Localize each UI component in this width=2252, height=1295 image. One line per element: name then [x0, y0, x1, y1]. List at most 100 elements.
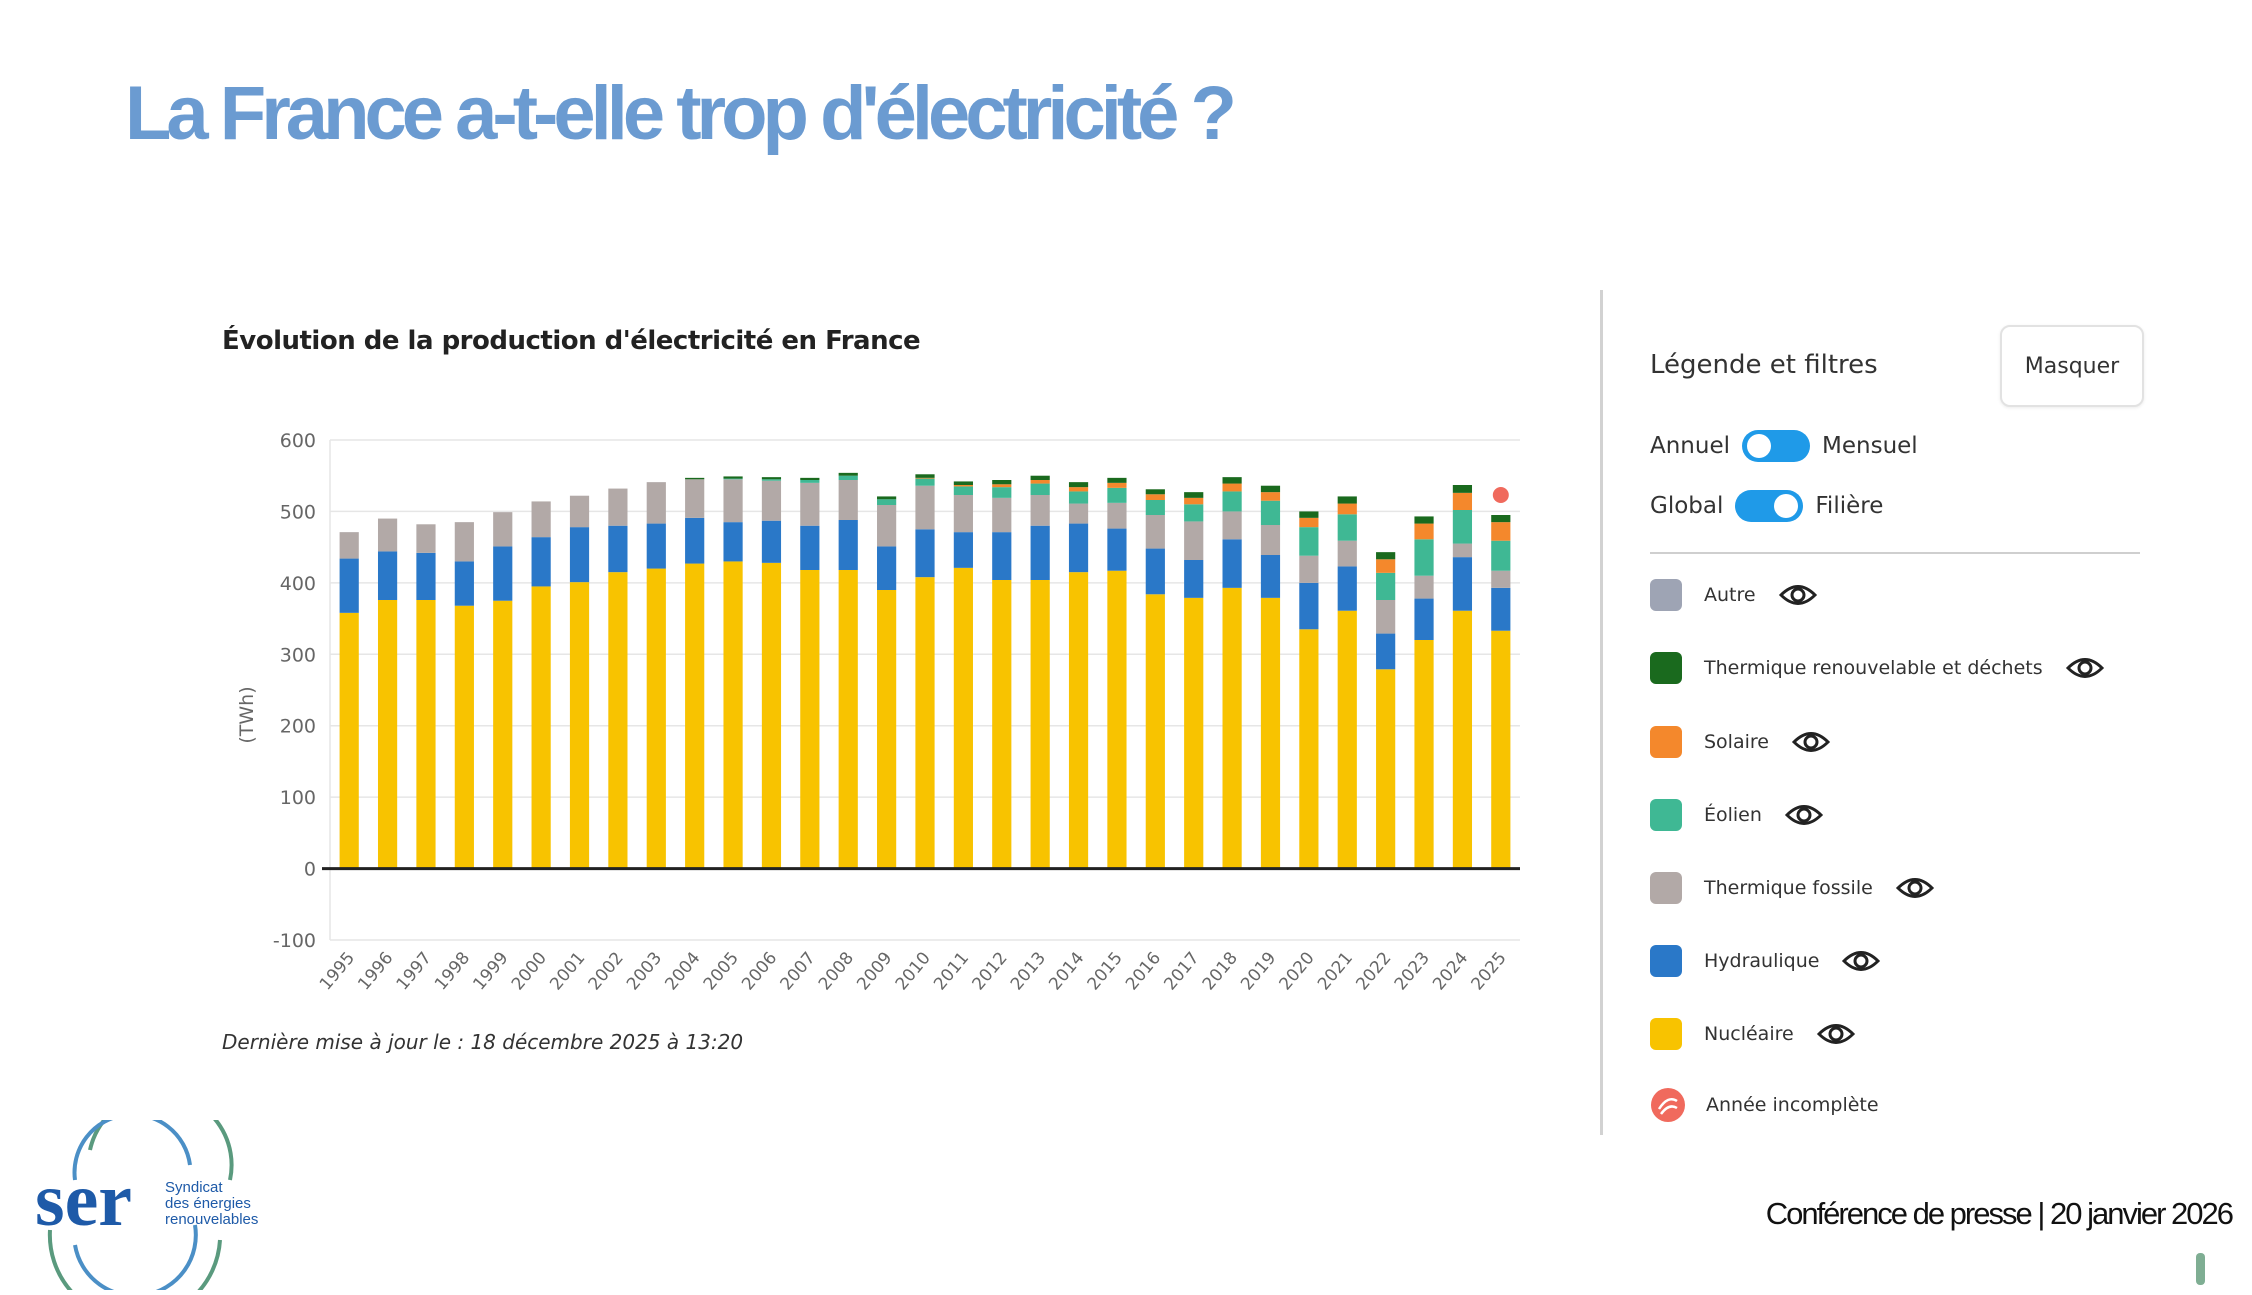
bar-segment[interactable]: [915, 485, 935, 530]
bar-segment[interactable]: [1068, 491, 1089, 504]
bar-segment[interactable]: [953, 495, 973, 533]
bar-segment[interactable]: [1491, 587, 1511, 631]
bar-segment[interactable]: [1491, 570, 1511, 588]
bar-segment[interactable]: [608, 525, 628, 573]
bar-segment[interactable]: [992, 580, 1012, 869]
mask-button[interactable]: Masquer: [2000, 325, 2144, 407]
bar-segment[interactable]: [531, 537, 551, 587]
bar-segment[interactable]: [915, 474, 935, 478]
bar-segment[interactable]: [1260, 485, 1281, 493]
bar-segment[interactable]: [723, 522, 743, 562]
bar-segment[interactable]: [761, 520, 782, 563]
bar-segment[interactable]: [569, 495, 590, 528]
bar-segment[interactable]: [723, 478, 743, 480]
bar-segment[interactable]: [1376, 633, 1396, 670]
bar-segment[interactable]: [992, 497, 1012, 533]
bar-segment[interactable]: [992, 484, 1012, 488]
bar-segment[interactable]: [1414, 575, 1434, 599]
bar-segment[interactable]: [1145, 500, 1165, 515]
bar-segment[interactable]: [1491, 522, 1511, 541]
bar-segment[interactable]: [953, 486, 973, 495]
bar-segment[interactable]: [1107, 570, 1127, 869]
bar-segment[interactable]: [493, 600, 513, 869]
eye-icon[interactable]: [1778, 580, 1818, 610]
bar-segment[interactable]: [800, 480, 820, 483]
bar-segment[interactable]: [1337, 503, 1357, 515]
legend-item[interactable]: Thermique renouvelable et déchets: [1650, 648, 2105, 688]
bar-segment[interactable]: [1452, 610, 1473, 869]
toggle-global-label[interactable]: Global: [1650, 493, 1724, 519]
bar-segment[interactable]: [1414, 516, 1434, 524]
bar-segment[interactable]: [1030, 525, 1050, 580]
bar-segment[interactable]: [454, 561, 474, 606]
eye-icon[interactable]: [1841, 946, 1881, 976]
bar-segment[interactable]: [1222, 511, 1242, 540]
bar-segment[interactable]: [454, 522, 474, 562]
bar-segment[interactable]: [1452, 543, 1473, 558]
bar-segment[interactable]: [1452, 485, 1473, 493]
bar-segment[interactable]: [1376, 669, 1396, 869]
legend-item[interactable]: Nucléaire: [1650, 1014, 1856, 1054]
bar-segment[interactable]: [608, 488, 628, 526]
bar-segment[interactable]: [1068, 523, 1089, 573]
bar-segment[interactable]: [1452, 510, 1473, 544]
toggle-annual-label[interactable]: Annuel: [1650, 433, 1731, 459]
bar-segment[interactable]: [339, 558, 359, 613]
incomplete-year-marker[interactable]: [1492, 487, 1509, 503]
bar-segment[interactable]: [1222, 539, 1242, 588]
legend-item[interactable]: Autre: [1650, 575, 1818, 615]
bar-segment[interactable]: [685, 563, 705, 869]
bar-segment[interactable]: [1337, 540, 1357, 567]
bar-segment[interactable]: [1260, 500, 1281, 525]
bar-segment[interactable]: [1030, 580, 1050, 869]
bar-segment[interactable]: [608, 572, 628, 869]
bar-segment[interactable]: [1184, 492, 1204, 498]
bar-segment[interactable]: [838, 570, 858, 869]
bar-segment[interactable]: [1068, 503, 1089, 524]
toggle-sector-label[interactable]: Filière: [1815, 493, 1884, 519]
bar-segment[interactable]: [1491, 630, 1511, 869]
bar-segment[interactable]: [1107, 502, 1127, 529]
bar-segment[interactable]: [723, 476, 743, 479]
bar-segment[interactable]: [1376, 572, 1396, 600]
bar-segment[interactable]: [1376, 552, 1396, 560]
bar-segment[interactable]: [953, 485, 973, 487]
bar-segment[interactable]: [1260, 597, 1281, 869]
bar-segment[interactable]: [416, 552, 436, 600]
bar-segment[interactable]: [1068, 482, 1089, 488]
bar-segment[interactable]: [1222, 587, 1242, 869]
bar-segment[interactable]: [761, 479, 782, 481]
eye-icon[interactable]: [1784, 800, 1824, 830]
eye-icon[interactable]: [1895, 873, 1935, 903]
eye-icon[interactable]: [1791, 727, 1831, 757]
bar-segment[interactable]: [1491, 515, 1511, 523]
bar-segment[interactable]: [1030, 483, 1050, 495]
legend-item[interactable]: Thermique fossile: [1650, 868, 1935, 908]
bar-segment[interactable]: [915, 477, 935, 479]
bar-segment[interactable]: [800, 477, 820, 480]
bar-segment[interactable]: [1260, 555, 1281, 598]
bar-segment[interactable]: [838, 480, 858, 520]
bar-segment[interactable]: [915, 478, 935, 486]
bar-segment[interactable]: [377, 551, 398, 600]
bar-segment[interactable]: [339, 532, 359, 559]
bar-segment[interactable]: [1299, 511, 1319, 518]
bar-segment[interactable]: [953, 481, 973, 485]
bar-segment[interactable]: [685, 477, 705, 480]
bar-segment[interactable]: [877, 590, 897, 869]
bar-segment[interactable]: [569, 582, 590, 869]
bar-segment[interactable]: [1299, 629, 1319, 869]
bar-segment[interactable]: [1145, 594, 1165, 869]
bar-segment[interactable]: [1184, 497, 1204, 505]
bar-segment[interactable]: [1452, 557, 1473, 611]
bar-segment[interactable]: [1260, 492, 1281, 501]
bar-segment[interactable]: [646, 568, 666, 869]
bar-segment[interactable]: [1145, 515, 1165, 549]
bar-segment[interactable]: [531, 586, 551, 869]
bar-segment[interactable]: [1491, 540, 1511, 571]
bar-segment[interactable]: [877, 496, 897, 500]
bar-segment[interactable]: [339, 612, 359, 869]
bar-segment[interactable]: [1030, 495, 1050, 526]
bar-segment[interactable]: [1030, 475, 1050, 480]
bar-segment[interactable]: [761, 562, 782, 869]
